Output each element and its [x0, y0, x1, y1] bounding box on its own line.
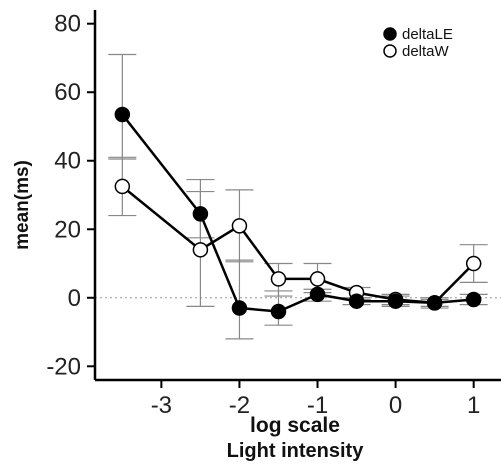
- data-point-deltaLE-8: [465, 291, 482, 308]
- data-point-deltaLE-2: [231, 300, 248, 316]
- x-tick-label--3: -3: [151, 392, 172, 419]
- y-tick-label-0: 0: [68, 285, 81, 312]
- data-point-deltaLE-4: [309, 286, 326, 303]
- plot-area: -20 0 20 40 60 80 -3 -2 -1 0 1: [46, 10, 501, 419]
- y-tick-label-40: 40: [54, 148, 81, 175]
- data-point-deltaW-0: [114, 178, 131, 195]
- y-tick-label-80: 80: [54, 11, 81, 38]
- legend-marker-deltaW: [383, 44, 397, 58]
- x-axis-title: log scale: [250, 414, 340, 437]
- x-tick-label--2: -2: [229, 392, 250, 419]
- legend-label-deltaLE: deltaLE: [402, 26, 453, 43]
- data-point-deltaW-3: [270, 271, 287, 287]
- data-point-deltaW-2: [231, 218, 248, 234]
- y-tick-label--20: -20: [46, 353, 81, 380]
- data-point-deltaLE-7: [426, 295, 443, 311]
- data-point-deltaLE-0: [114, 106, 131, 123]
- data-point-deltaLE-6: [387, 293, 404, 309]
- data-point-deltaLE-1: [192, 206, 209, 222]
- series-line-deltaLE: [121, 113, 474, 313]
- y-tick-label-60: 60: [54, 79, 81, 106]
- legend-marker-deltaLE: [383, 27, 397, 41]
- data-point-deltaLE-5: [348, 293, 365, 309]
- y-axis-title: mean(ms): [12, 160, 33, 250]
- data-point-deltaLE-3: [270, 303, 287, 320]
- data-point-deltaW-8: [465, 255, 482, 272]
- legend: deltaLE deltaW: [383, 26, 453, 60]
- legend-label-deltaW: deltaW: [402, 43, 450, 60]
- x-tick-label--1: -1: [307, 392, 328, 419]
- data-point-deltaW-4: [309, 271, 326, 287]
- x-axis-subtitle: Light intensity: [227, 440, 365, 462]
- x-tick-label-0: 0: [389, 392, 402, 419]
- series-line-deltaW: [121, 185, 475, 305]
- x-tick-label-1: 1: [467, 392, 480, 419]
- data-point-deltaW-1: [192, 242, 209, 258]
- y-tick-label-20: 20: [54, 216, 81, 243]
